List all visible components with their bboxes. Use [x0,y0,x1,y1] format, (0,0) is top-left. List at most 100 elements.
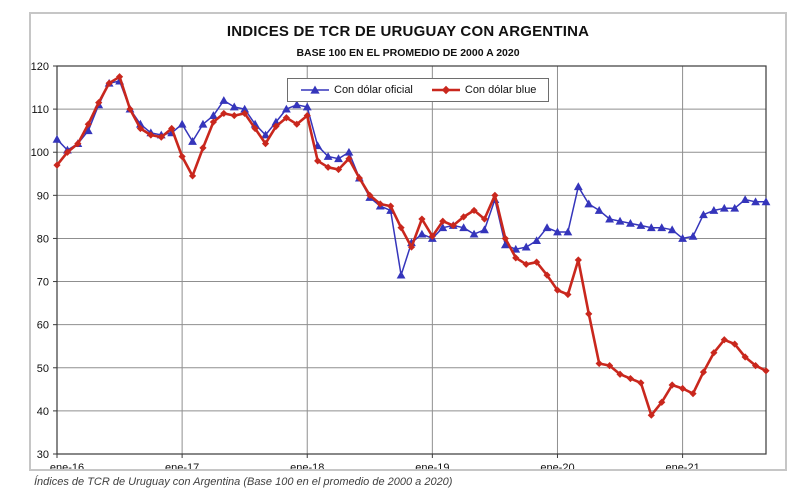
diamond-marker [678,384,687,393]
triangle-marker [626,218,635,227]
triangle-marker [292,100,302,109]
triangle-marker [198,119,208,128]
chart-figure: INDICES DE TCR DE URUGUAY CON ARGENTINA … [29,12,787,471]
chart-title: INDICES DE TCR DE URUGUAY CON ARGENTINA [226,23,590,40]
diamond-marker [53,161,61,169]
triangle-marker [751,197,760,206]
triangle-marker [688,231,698,240]
triangle-marker [396,270,406,279]
diamond-marker [355,174,363,182]
x-tick-label: ene-17 [165,462,199,469]
triangle-marker [52,134,62,143]
triangle-marker [730,203,740,212]
triangle-marker [302,102,312,111]
triangle-marker [208,111,218,119]
triangle-marker [553,227,562,236]
x-tick-label: ene-21 [665,462,699,469]
diamond-marker [543,271,551,279]
diamond-marker [606,362,614,370]
triangle-marker-icon [301,85,329,94]
diamond-marker [491,191,499,199]
diamond-marker [418,215,426,223]
y-tick-label: 30 [37,449,49,461]
triangle-marker [240,104,250,113]
diamond-marker [366,191,374,199]
diamond-marker [241,109,249,118]
triangle-marker [344,147,354,156]
triangle-marker [584,199,594,208]
legend-item-oficial: Con dólar oficial [300,84,413,96]
diamond-marker [470,206,478,215]
triangle-marker [605,214,615,223]
diamond-marker [533,258,541,266]
diamond-marker [689,390,697,398]
diamond-marker [178,152,186,161]
y-tick-label: 110 [31,104,49,116]
triangle-marker [469,229,479,238]
triangle-marker [261,130,270,139]
diamond-marker [230,111,238,120]
triangle-marker [83,126,93,135]
figure-caption: Índices de TCR de Uruguay con Argentina … [34,476,453,488]
diamond-marker [720,336,728,344]
diamond-marker [157,133,165,141]
diamond-marker [168,124,176,133]
triangle-marker [511,244,521,253]
diamond-marker [731,340,739,348]
y-tick-label: 90 [37,190,49,202]
diamond-marker [741,353,749,361]
y-tick-label: 80 [37,233,49,245]
x-tick-label: ene-16 [50,462,84,469]
triangle-marker [615,216,625,225]
diamond-marker [574,256,582,264]
diamond-marker [449,221,457,230]
diamond-marker [512,254,520,262]
triangle-marker [323,152,333,160]
y-tick-label: 100 [31,147,49,159]
diamond-marker [314,157,322,165]
diamond-marker [699,368,708,376]
plot-border [56,65,767,455]
legend-item-blue: Con dólar blue [431,84,537,96]
triangle-marker [177,119,187,128]
legend-label-blue: Con dólar blue [464,84,537,96]
triangle-marker [521,242,531,251]
diamond-marker [460,213,468,221]
triangle-marker [646,223,656,232]
triangle-marker [542,223,552,232]
diamond-marker [105,79,113,87]
diamond-marker [762,367,770,375]
diamond-marker [668,381,676,389]
y-tick-label: 70 [37,277,49,289]
triangle-marker [699,210,708,219]
diamond-marker [647,411,655,419]
diamond-marker [658,398,666,406]
diamond-marker [95,99,103,107]
diamond-marker [303,111,311,120]
triangle-marker [761,197,771,206]
diamond-marker [220,109,228,118]
triangle-marker [532,236,542,244]
triangle-marker [459,223,469,232]
diamond-marker [74,140,82,148]
diamond-marker [397,224,405,232]
diamond-marker [115,73,124,81]
triangle-marker [229,102,239,111]
x-tick-label: ene-20 [540,462,574,469]
diamond-marker [188,172,197,180]
chart-plot-area: 30 40 50 60 70 80 90 100 110 120 ene-16 ene-17 ene-1… [31,61,771,469]
triangle-marker [281,104,291,113]
triangle-marker [500,240,510,249]
triangle-marker [573,182,583,191]
x-tick-label: ene-19 [415,462,449,469]
diamond-marker [136,124,145,133]
triangle-marker [740,195,750,204]
triangle-marker [219,96,229,104]
diamond-marker [84,120,92,128]
diamond-marker [501,234,509,243]
diamond-marker [480,215,489,223]
triangle-marker [438,223,448,232]
diamond-marker [407,243,416,251]
diamond-marker [324,163,332,171]
x-tick-label: ene-18 [290,462,324,469]
